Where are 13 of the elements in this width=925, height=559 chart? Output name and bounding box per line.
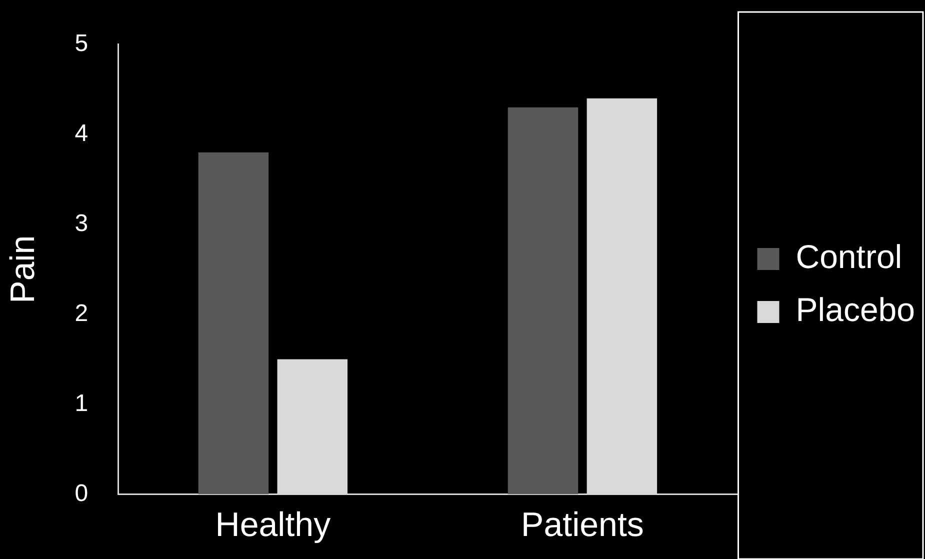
y-axis-title: Pain xyxy=(4,235,42,304)
legend-label: Placebo xyxy=(796,291,916,328)
y-tick-label: 0 xyxy=(74,480,88,507)
y-tick-label: 5 xyxy=(74,30,88,58)
legend-label: Control xyxy=(796,238,902,276)
y-tick-label: 1 xyxy=(74,390,88,417)
y-tick-label: 2 xyxy=(74,300,88,327)
bar xyxy=(198,152,269,494)
y-tick-label: 3 xyxy=(74,210,88,237)
x-tick-label: Healthy xyxy=(215,506,331,544)
x-tick-label: Patients xyxy=(521,506,644,544)
bar xyxy=(508,107,578,494)
y-tick-label: 4 xyxy=(74,120,88,147)
